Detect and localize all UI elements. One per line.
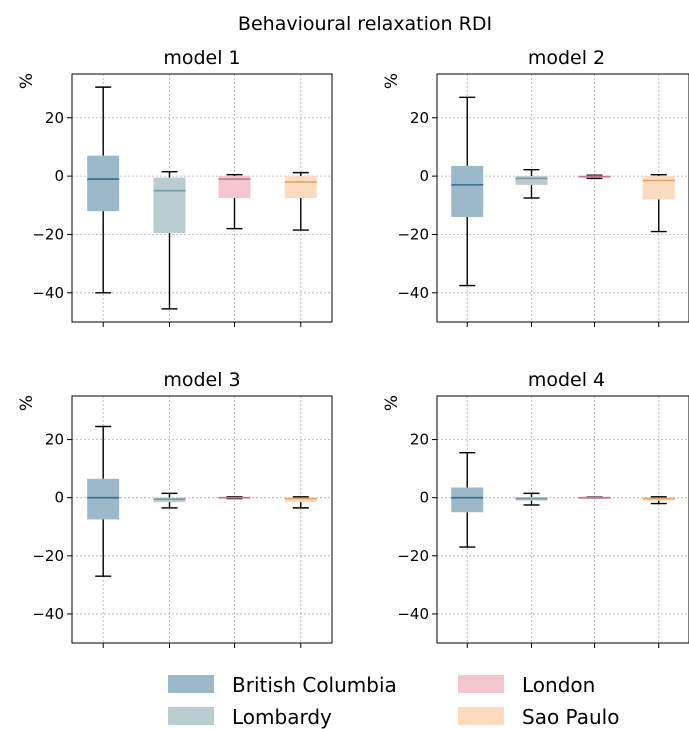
iqr-box bbox=[218, 176, 251, 198]
y-axis-label: % bbox=[382, 395, 402, 411]
y-tick-label: 0 bbox=[419, 167, 429, 185]
axes-frame bbox=[71, 395, 333, 644]
legend-swatch bbox=[168, 707, 214, 725]
panel-title: model 2 bbox=[528, 47, 605, 69]
y-tick-label: −40 bbox=[32, 284, 64, 302]
y-tick-label: 20 bbox=[410, 431, 429, 449]
iqr-box bbox=[284, 497, 317, 503]
panels-group: 20 0 −20 −40% model 1 20 0 −20 −40% model 2 20 0 −20… bbox=[17, 47, 689, 648]
y-tick-label: −40 bbox=[397, 284, 429, 302]
box-british-columbia bbox=[87, 425, 120, 577]
panel-title: model 3 bbox=[163, 369, 240, 391]
iqr-box bbox=[87, 478, 120, 520]
axes-frame bbox=[436, 395, 689, 644]
y-tick-label: 20 bbox=[45, 109, 64, 127]
iqr-box bbox=[153, 177, 186, 234]
y-axis-label: % bbox=[17, 395, 37, 411]
legend-label: London bbox=[522, 673, 595, 697]
panel-2: 20 0 −20 −40% model 2 bbox=[382, 47, 689, 327]
box-lombardy bbox=[153, 492, 186, 509]
y-tick-label: 20 bbox=[45, 431, 64, 449]
y-tick-label: −20 bbox=[32, 225, 64, 243]
panel-title: model 4 bbox=[528, 369, 605, 391]
box-london bbox=[218, 496, 251, 500]
legend-swatch bbox=[458, 675, 504, 693]
legend-entry: Lombardy bbox=[168, 705, 332, 729]
legend: British Columbia London Lombardy Sao Paulo bbox=[168, 673, 619, 729]
iqr-box bbox=[515, 176, 548, 185]
box-london bbox=[218, 173, 251, 230]
iqr-box bbox=[284, 176, 317, 198]
y-tick-label: −20 bbox=[397, 225, 429, 243]
panel-title: model 1 bbox=[163, 47, 240, 69]
box-british-columbia bbox=[87, 86, 120, 294]
iqr-box bbox=[642, 176, 675, 200]
y-tick-label: −20 bbox=[397, 547, 429, 565]
legend-label: Sao Paulo bbox=[522, 705, 619, 729]
panel-1: 20 0 −20 −40% model 1 bbox=[17, 47, 333, 327]
y-tick-label: −20 bbox=[32, 547, 64, 565]
box-sao-paulo bbox=[284, 171, 317, 231]
panel-4: 20 0 −20 −40% model 4 bbox=[382, 369, 689, 648]
axes-frame bbox=[436, 73, 689, 323]
legend-swatch bbox=[458, 707, 504, 725]
y-tick-label: 20 bbox=[410, 109, 429, 127]
legend-entry: British Columbia bbox=[168, 673, 397, 697]
box-lombardy bbox=[153, 171, 186, 310]
legend-label: Lombardy bbox=[232, 705, 332, 729]
y-axis-label: % bbox=[17, 73, 37, 89]
legend-label: British Columbia bbox=[232, 673, 397, 697]
y-tick-label: 0 bbox=[54, 167, 64, 185]
axes-frame bbox=[71, 73, 333, 323]
iqr-box bbox=[87, 155, 120, 212]
box-sao-paulo bbox=[642, 496, 675, 505]
box-british-columbia bbox=[451, 451, 484, 548]
y-tick-label: 0 bbox=[419, 489, 429, 507]
panel-3: 20 0 −20 −40% model 3 bbox=[17, 369, 333, 648]
box-lombardy bbox=[515, 168, 548, 199]
y-tick-label: 0 bbox=[54, 489, 64, 507]
box-sao-paulo bbox=[642, 173, 675, 233]
figure-title: Behavioural relaxation RDI bbox=[238, 13, 492, 35]
y-axis-label: % bbox=[382, 73, 402, 89]
legend-swatch bbox=[168, 675, 214, 693]
legend-entry: London bbox=[458, 673, 595, 697]
legend-entry: Sao Paulo bbox=[458, 705, 619, 729]
box-british-columbia bbox=[451, 96, 484, 287]
iqr-box bbox=[451, 487, 484, 513]
box-sao-paulo bbox=[284, 496, 317, 509]
y-tick-label: −40 bbox=[32, 605, 64, 623]
box-lombardy bbox=[515, 492, 548, 506]
iqr-box bbox=[451, 165, 484, 217]
box-london bbox=[578, 496, 611, 499]
box-london bbox=[578, 174, 611, 180]
y-tick-label: −40 bbox=[397, 605, 429, 623]
